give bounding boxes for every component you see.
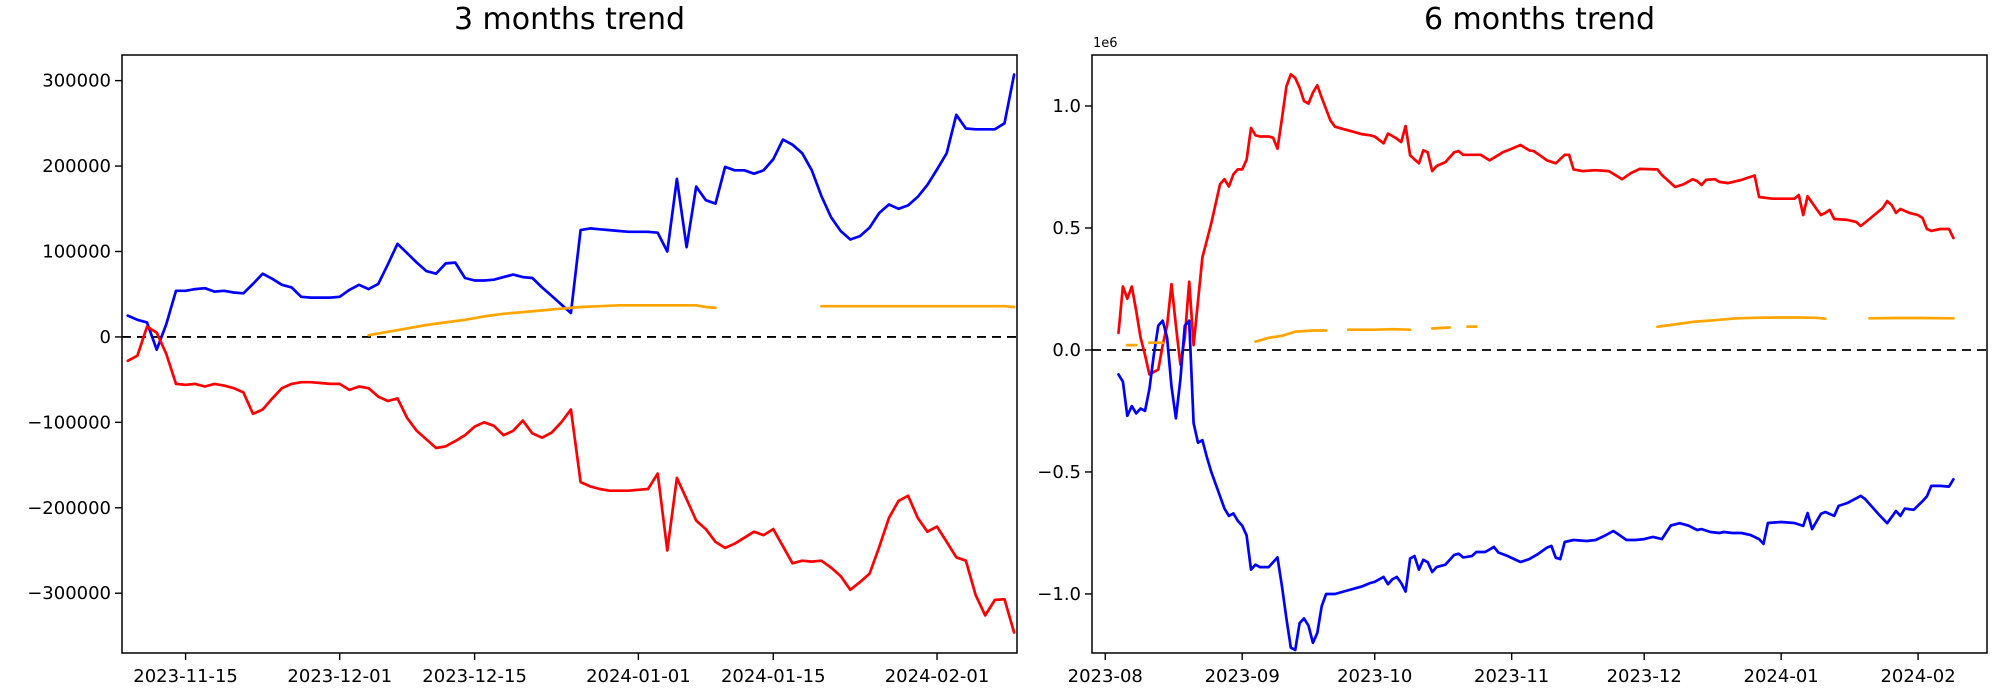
y-axis-offset-label: 1e6 (1093, 36, 1118, 51)
y-tick-label: 200000 (42, 156, 111, 177)
x-tick-label: 2024-02 (1880, 666, 1955, 687)
chart-0: 2023-11-15 2023-12-01 2023-12-15 2024-01-01… (27, 54, 1018, 687)
red-line (126, 325, 1016, 634)
blue-line (126, 73, 1016, 352)
x-tick-label: 2023-08 (1068, 666, 1143, 687)
y-tick-label: 0.0 (1052, 340, 1081, 361)
x-tick-label: 2023-12-15 (422, 666, 527, 687)
x-tick-label: 2023-11 (1474, 666, 1549, 687)
orange-line (820, 304, 1016, 309)
y-tick-label: −1.0 (1037, 584, 1081, 605)
x-tick-label: 2023-11-15 (133, 666, 238, 687)
plot-spines (121, 54, 1018, 654)
y-tick-label: 300000 (42, 71, 111, 92)
y-tick-label: −200000 (27, 498, 111, 519)
chart-1: 2023-08 2023-09 2023-10 2023-11 2023-12 2024-… (1037, 36, 1988, 687)
y-tick-label: −0.5 (1037, 462, 1081, 483)
chart-title-3-months: 3 months trend (453, 2, 686, 37)
y-tick-label: 0 (100, 327, 111, 348)
blue-line (1117, 319, 1955, 652)
x-tick-label: 2024-01 (1744, 666, 1819, 687)
y-tick-label: 1.0 (1052, 96, 1081, 117)
red-line (1117, 72, 1955, 376)
y-tick-label: 0.5 (1052, 218, 1081, 239)
y-tick-label: −300000 (27, 583, 111, 604)
x-tick-label: 2023-12 (1607, 666, 1682, 687)
orange-line (367, 303, 717, 337)
x-tick-label: 2023-09 (1205, 666, 1280, 687)
orange-line (1656, 316, 1827, 329)
y-tick-label: 100000 (42, 241, 111, 262)
orange-line (1346, 327, 1412, 332)
plot-spines (1091, 54, 1988, 654)
x-tick-label: 2024-01-01 (586, 666, 691, 687)
chart-title-6-months: 6 months trend (1423, 2, 1656, 37)
orange-line (1430, 326, 1452, 330)
x-tick-label: 2023-10 (1337, 666, 1412, 687)
x-tick-label: 2024-02-01 (885, 666, 990, 687)
x-tick-label: 2023-12-01 (287, 666, 392, 687)
x-tick-label: 2024-01-15 (721, 666, 826, 687)
y-tick-label: −100000 (27, 412, 111, 433)
orange-line (1254, 329, 1328, 344)
